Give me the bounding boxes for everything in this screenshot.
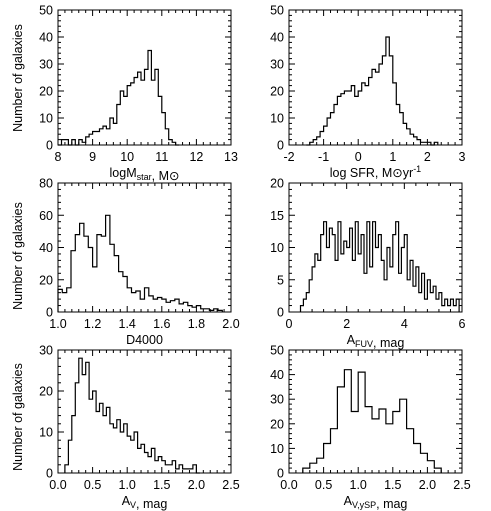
y-tick-label: 0 — [277, 467, 284, 481]
y-tick-label: 10 — [39, 112, 53, 126]
x-tick-label: 4 — [401, 317, 408, 331]
histogram-series — [64, 357, 200, 474]
histogram-series — [57, 214, 223, 312]
y-tick-label: 80 — [39, 177, 53, 191]
y-tick-label: 20 — [270, 85, 284, 99]
y-tick-label: 30 — [39, 344, 53, 358]
x-tick-label: 10 — [120, 150, 134, 164]
x-tick-label: 2.0 — [188, 478, 205, 492]
y-tick-label: 30 — [270, 393, 284, 407]
y-tick-label: 0 — [277, 306, 284, 320]
x-tick-label: -2 — [283, 150, 294, 164]
plot-frame — [57, 9, 232, 146]
x-axis-label: D4000 — [126, 333, 163, 347]
x-tick-label: 8 — [55, 150, 62, 164]
panel-a-v: 0.0 0.5 1.0 1.5 2.0 2.5 0 10 20 30 AV, mag — [39, 344, 240, 511]
panel-a-fuv: 0 2 4 6 0 5 10 15 20 AFUV, mag — [270, 177, 465, 351]
panel-stellar-mass: 8 9 10 11 12 13 0 10 20 30 40 50 logMstar, M⊙ — [39, 4, 238, 184]
y-tick-label: 15 — [270, 209, 284, 223]
histogram-series — [306, 36, 439, 146]
y-tick-label: 0 — [277, 139, 284, 153]
x-tick-label: 13 — [224, 150, 238, 164]
y-tick-label: 30 — [39, 58, 53, 72]
x-axis-label: logMstar, M⊙ — [110, 166, 180, 183]
panel-d4000: 1.0 1.2 1.4 1.6 1.8 2.0 0 20 40 60 80 D4000 — [39, 177, 240, 348]
y-tick-label: 10 — [270, 112, 284, 126]
x-tick-label: 1 — [389, 150, 396, 164]
x-tick-label: 1.0 — [119, 478, 136, 492]
y-tick-label: 0 — [46, 139, 53, 153]
x-tick-label: 12 — [189, 150, 203, 164]
y-tick-label: 50 — [270, 4, 284, 18]
ylabel-row-2: Number of galaxies — [11, 202, 25, 310]
y-tick-label: 10 — [39, 426, 53, 440]
x-tick-label: 0 — [286, 317, 293, 331]
y-tick-label: 20 — [270, 177, 284, 191]
y-tick-label: 40 — [39, 241, 53, 255]
x-tick-label: 0.0 — [280, 478, 297, 492]
x-tick-label: 2.5 — [222, 478, 239, 492]
x-tick-label: 11 — [155, 150, 168, 164]
x-tick-label: 2.0 — [419, 478, 436, 492]
y-tick-label: 50 — [39, 4, 53, 18]
x-tick-label: 1.0 — [350, 478, 367, 492]
x-tick-label: 1.8 — [188, 317, 205, 331]
x-tick-label: 1.4 — [119, 317, 136, 331]
x-axis-label: AV, mag — [122, 494, 168, 511]
x-tick-label: 1.6 — [153, 317, 170, 331]
y-tick-label: 10 — [270, 442, 284, 456]
y-tick-label: 40 — [270, 368, 284, 382]
x-tick-label: 0.0 — [49, 478, 66, 492]
y-tick-label: 30 — [270, 58, 284, 72]
y-tick-label: 5 — [277, 273, 284, 287]
histogram-series — [58, 49, 180, 146]
x-tick-label: 1.0 — [49, 317, 66, 331]
x-tick-label: -1 — [318, 150, 329, 164]
y-tick-label: 40 — [39, 31, 53, 45]
ylabel-row-3: Number of galaxies — [11, 363, 25, 471]
histogram-series — [299, 221, 460, 312]
x-tick-label: 0.5 — [315, 478, 332, 492]
y-tick-label: 20 — [270, 417, 284, 431]
x-axis-label: AFUV, mag — [347, 333, 405, 350]
x-tick-label: 0 — [355, 150, 362, 164]
y-tick-label: 20 — [39, 273, 53, 287]
plot-frame — [288, 349, 463, 474]
y-tick-label: 20 — [39, 385, 53, 399]
y-tick-label: 60 — [39, 209, 53, 223]
x-tick-label: 1.5 — [153, 478, 170, 492]
plot-frame — [288, 9, 463, 146]
y-tick-label: 0 — [46, 306, 53, 320]
x-tick-label: 0.5 — [84, 478, 101, 492]
y-tick-label: 20 — [39, 85, 53, 99]
plot-frame — [57, 349, 232, 474]
x-axis-label: AV,ySP, mag — [344, 494, 408, 511]
ylabel-row-1: Number of galaxies — [11, 24, 25, 132]
x-axis-label: log SFR, M⊙yr-1 — [330, 164, 421, 180]
panel-a-v-ysp: 0.0 0.5 1.0 1.5 2.0 2.5 0 10 20 30 40 50 AV,ySP, mag — [270, 344, 471, 511]
x-tick-label: 2 — [424, 150, 431, 164]
x-tick-label: 1.2 — [84, 317, 101, 331]
y-tick-label: 40 — [270, 31, 284, 45]
y-tick-label: 50 — [270, 344, 284, 358]
x-tick-label: 2.5 — [453, 478, 470, 492]
x-tick-label: 2.0 — [222, 317, 239, 331]
y-tick-label: 10 — [270, 241, 284, 255]
x-tick-label: 1.5 — [384, 478, 401, 492]
x-tick-label: 9 — [89, 150, 96, 164]
histogram-series — [302, 369, 442, 473]
y-tick-label: 0 — [46, 467, 53, 481]
x-tick-label: 2 — [343, 317, 350, 331]
x-tick-label: 6 — [459, 317, 466, 331]
x-tick-label: 3 — [459, 150, 466, 164]
